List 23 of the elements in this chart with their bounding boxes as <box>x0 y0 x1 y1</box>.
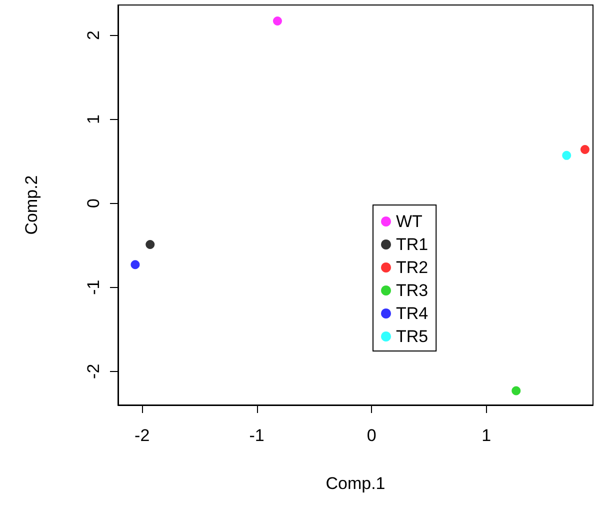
legend-label: TR5 <box>396 327 428 346</box>
x-axis-title: Comp.1 <box>326 474 386 493</box>
legend-label: TR4 <box>396 304 428 323</box>
point <box>512 386 521 396</box>
legend-label: WT <box>396 212 422 231</box>
y-tick-label: -1 <box>84 280 103 295</box>
x-tick-label: 1 <box>482 426 492 445</box>
x-tick-label: -2 <box>134 426 150 445</box>
legend-label: TR2 <box>396 258 428 277</box>
y-tick-label: 2 <box>84 30 103 40</box>
x-tick-label: 0 <box>366 426 376 445</box>
x-tick-label: -1 <box>249 426 264 445</box>
point <box>580 145 590 154</box>
legend-label: TR1 <box>396 235 428 254</box>
legend-label: TR3 <box>396 281 428 300</box>
y-tick-label: -2 <box>84 364 103 379</box>
point <box>130 260 140 270</box>
point <box>146 240 155 249</box>
point <box>272 16 282 26</box>
y-axis-title: Comp.2 <box>22 175 41 235</box>
point <box>562 150 572 160</box>
y-tick-label: 0 <box>84 198 103 208</box>
y-tick-label: 1 <box>84 114 103 124</box>
